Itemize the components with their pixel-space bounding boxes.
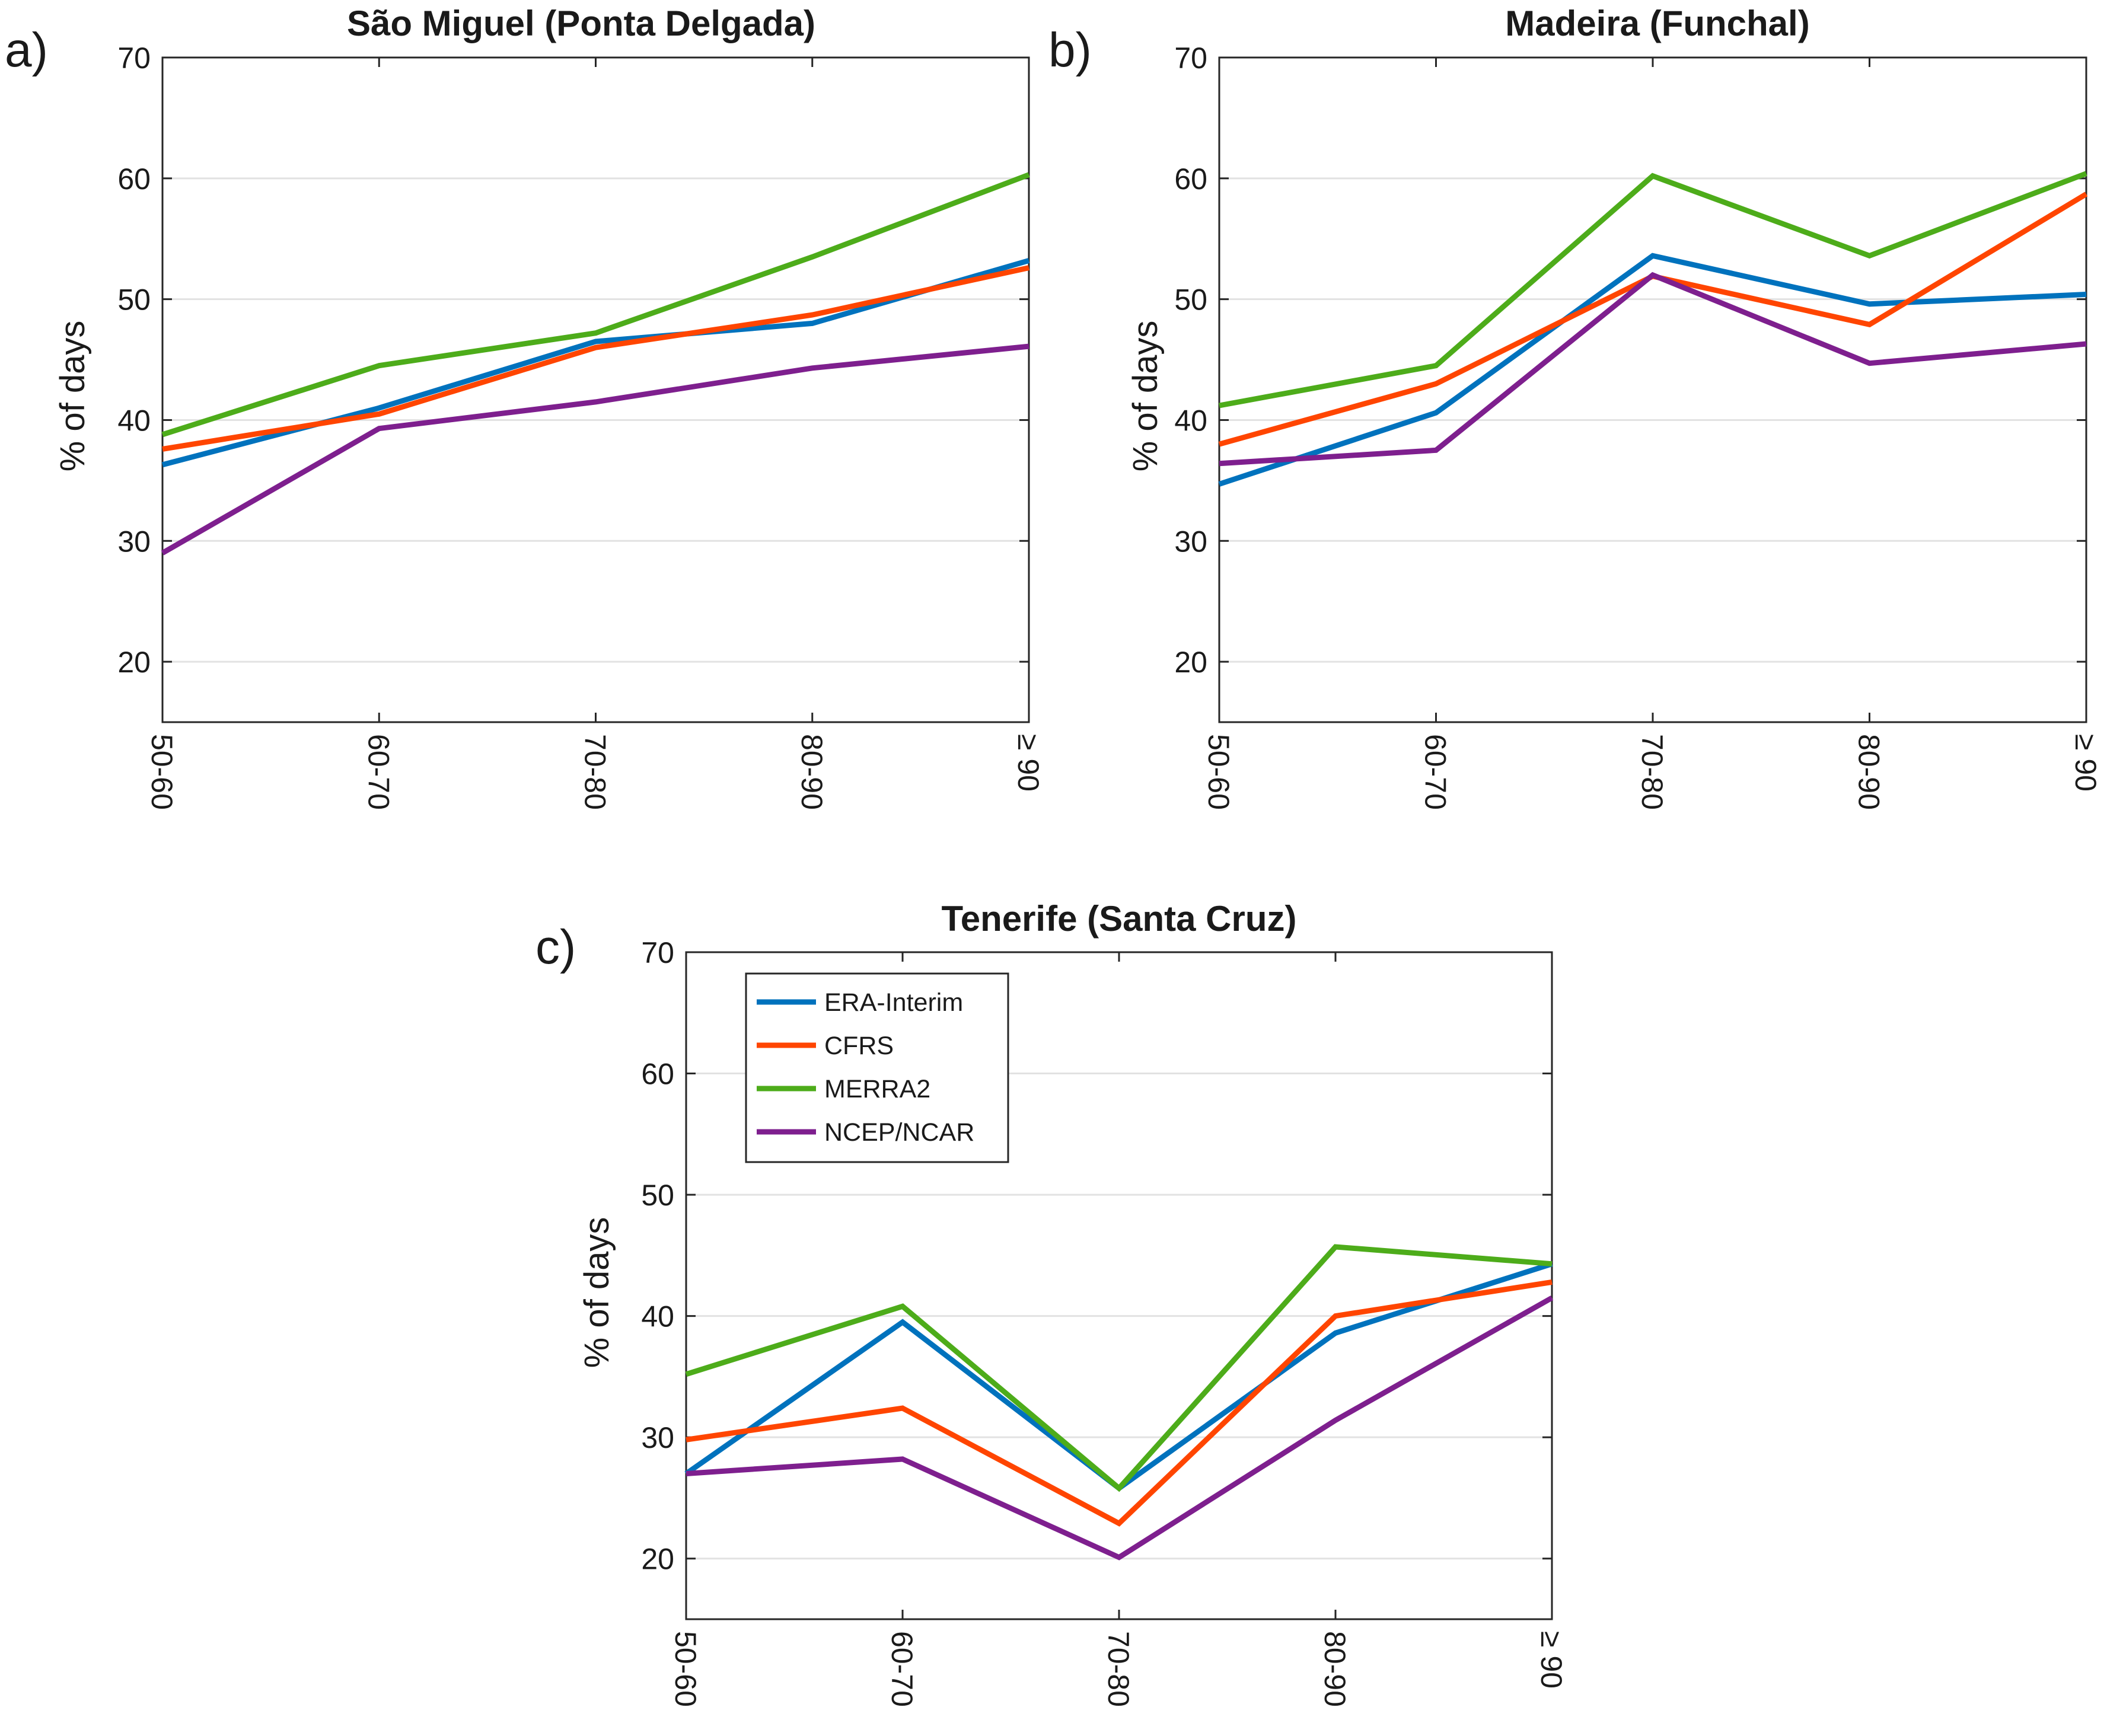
y-tick-label: 60 xyxy=(117,162,151,196)
series-line-ncep-ncar xyxy=(1219,272,2087,467)
x-tick-label: 70-80 xyxy=(1636,734,1669,810)
x-tick-label: 80-90 xyxy=(795,734,828,810)
y-tick-label: 70 xyxy=(117,42,151,75)
panel-label: a) xyxy=(5,23,48,77)
x-tick-label: 50-60 xyxy=(669,1631,702,1707)
y-tick-label: 70 xyxy=(1174,42,1207,75)
legend-label: ERA-Interim xyxy=(824,988,963,1017)
series-line-era-interim xyxy=(1218,253,2087,487)
x-tick-label: 80-90 xyxy=(1853,734,1886,810)
legend-label: NCEP/NCAR xyxy=(824,1118,974,1147)
x-tick-label: 80-90 xyxy=(1318,1631,1351,1707)
x-tick-label: 60-70 xyxy=(362,734,395,810)
series-line-merra2 xyxy=(685,1244,1553,1492)
panel-label: c) xyxy=(535,920,576,974)
series-line-cfrs xyxy=(686,1279,1553,1527)
y-tick-label: 70 xyxy=(641,936,674,969)
axes-frame xyxy=(1218,56,2087,723)
chart-title: Tenerife (Santa Cruz) xyxy=(942,899,1297,939)
chart-panel-c: c) Tenerife (Santa Cruz) % of days 20 30 4… xyxy=(535,899,1568,1707)
series-line-merra2 xyxy=(161,172,1030,438)
y-tick-label: 20 xyxy=(117,646,151,679)
y-tick-label: 20 xyxy=(1174,646,1207,679)
x-tick-label: 50-60 xyxy=(1202,734,1235,810)
x-tick-label: 70-80 xyxy=(1102,1631,1135,1707)
x-tick-label: ≥ 90 xyxy=(1535,1631,1568,1689)
y-tick-label: 30 xyxy=(117,525,151,558)
y-tick-label: 20 xyxy=(641,1543,674,1576)
y-axis-label: % of days xyxy=(578,1217,616,1368)
legend-label: CFRS xyxy=(824,1032,894,1060)
series-line-merra2 xyxy=(1219,171,2087,409)
panel-label: b) xyxy=(1048,23,1092,77)
y-tick-label: 30 xyxy=(641,1421,674,1454)
series-line-era-interim xyxy=(161,258,1030,468)
y-axis-label: % of days xyxy=(1126,321,1165,472)
x-tick-label: 60-70 xyxy=(1419,734,1452,810)
x-tick-label: ≥ 90 xyxy=(2069,734,2102,792)
axes-frame xyxy=(161,56,1030,723)
series-line-cfrs xyxy=(162,265,1029,452)
y-tick-label: 30 xyxy=(1174,525,1207,558)
y-tick-label: 60 xyxy=(1174,162,1207,196)
series-line-era-interim xyxy=(684,1261,1553,1492)
chart-title: Madeira (Funchal) xyxy=(1505,4,1809,43)
x-tick-label: 70-80 xyxy=(579,734,612,810)
y-axis-label: % of days xyxy=(53,321,92,472)
x-tick-label: 60-70 xyxy=(885,1631,919,1707)
legend-label: MERRA2 xyxy=(824,1075,930,1103)
y-tick-label: 60 xyxy=(641,1058,674,1091)
series-line-ncep-ncar xyxy=(161,343,1029,556)
legend: ERA-Interim CFRS MERRA2 NCEP/NCAR xyxy=(745,972,1009,1163)
chart-panel-a: a) São Miguel (Ponta Delgada) % of days … xyxy=(5,4,1045,810)
x-tick-label: 50-60 xyxy=(145,734,178,810)
series-line-ncep-ncar xyxy=(686,1295,1554,1561)
chart-panel-b: b) Madeira (Funchal) % of days 20 30 40 50 6… xyxy=(1048,4,2102,810)
y-tick-label: 40 xyxy=(117,404,151,437)
y-tick-label: 50 xyxy=(117,283,151,317)
chart-title: São Miguel (Ponta Delgada) xyxy=(347,4,815,43)
y-tick-label: 50 xyxy=(1174,283,1207,317)
series-line-cfrs xyxy=(1218,192,2088,447)
y-tick-label: 50 xyxy=(641,1179,674,1212)
y-tick-label: 40 xyxy=(641,1300,674,1333)
x-tick-label: ≥ 90 xyxy=(1012,734,1045,792)
y-tick-label: 40 xyxy=(1174,404,1207,437)
